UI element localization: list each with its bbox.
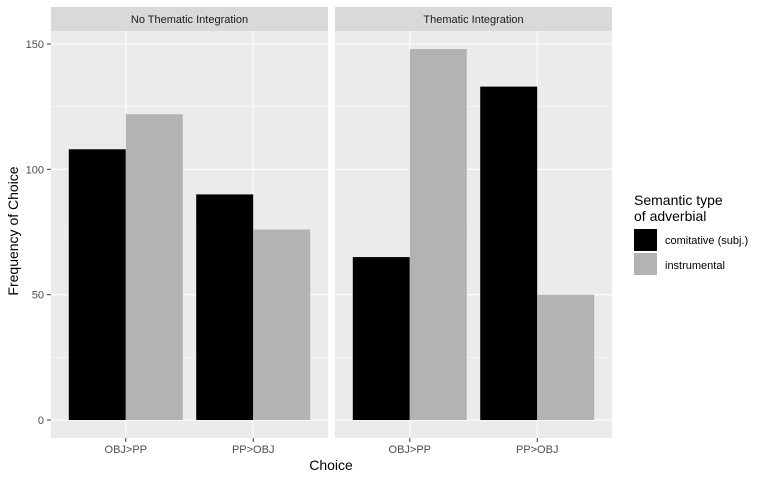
y-tick-label: 0 (38, 415, 44, 427)
legend-label-instrumental: instrumental (665, 260, 725, 272)
x-tick-label: OBJ>PP (389, 444, 432, 456)
bar-comitative-obj-gt-pp (352, 257, 410, 420)
y-axis-title: Frequency of Choice (5, 166, 21, 295)
bar-instrumental-pp-gt-obj (253, 229, 311, 420)
x-tick-label: PP>OBJ (232, 444, 275, 456)
x-axis-title: Choice (309, 457, 353, 473)
y-tick-label: 100 (26, 164, 44, 176)
panel-strip-label: Thematic Integration (423, 14, 523, 26)
y-tick-label: 50 (32, 290, 44, 302)
legend-title-line-1: Semantic type (634, 192, 723, 208)
panel-2: Thematic Integration OBJ>PP PP>OBJ (335, 7, 612, 456)
legend: Semantic type of adverbial comitative (s… (634, 192, 748, 275)
legend-key-comitative (634, 229, 657, 251)
x-tick-label: OBJ>PP (105, 444, 148, 456)
bar-comitative-pp-gt-obj (480, 86, 538, 420)
panel-strip-label: No Thematic Integration (131, 14, 248, 26)
legend-key-instrumental (634, 253, 657, 275)
y-axis: 0 50 100 150 (26, 39, 51, 427)
x-tick-label: PP>OBJ (516, 444, 559, 456)
panel-strip (51, 7, 328, 31)
bar-instrumental-obj-gt-pp (409, 49, 467, 420)
bar-instrumental-obj-gt-pp (125, 114, 183, 420)
panel-strip (335, 7, 612, 31)
panel-1: No Thematic Integration OBJ>PP PP>OBJ (51, 7, 328, 456)
legend-label-comitative: comitative (subj.) (665, 235, 748, 247)
bar-instrumental-pp-gt-obj (537, 294, 595, 420)
y-tick-label: 150 (26, 39, 44, 51)
bar-comitative-obj-gt-pp (68, 149, 126, 420)
legend-title-line-2: of adverbial (634, 208, 706, 224)
bar-comitative-pp-gt-obj (196, 194, 254, 420)
